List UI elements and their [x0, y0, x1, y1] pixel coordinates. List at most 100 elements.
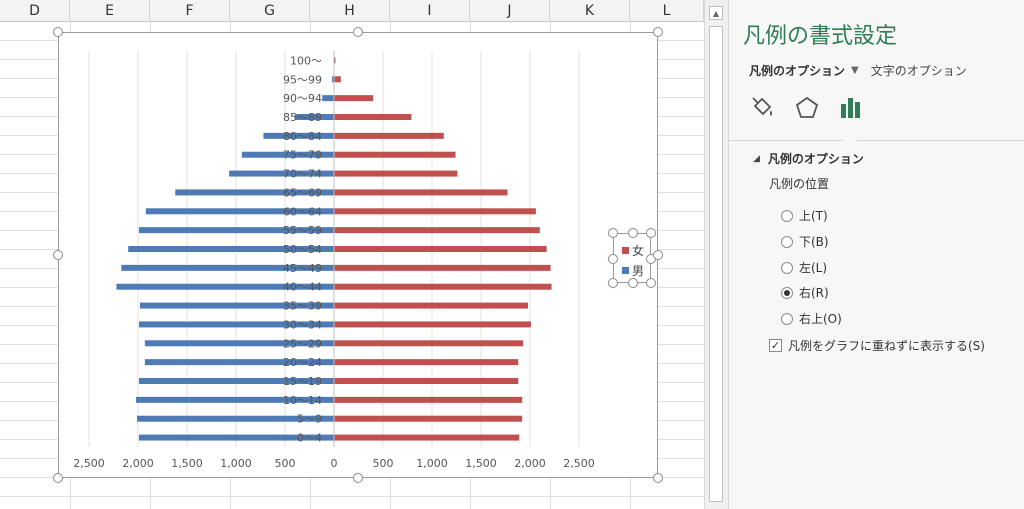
chart-resize-handle-b[interactable] [353, 473, 363, 483]
chart-resize-handle-r[interactable] [653, 250, 663, 260]
legend-swatch-female [622, 247, 629, 254]
radio-position-left[interactable]: 左(L) [781, 259, 827, 276]
category-label: 55～59 [283, 224, 322, 237]
section-legend-options[interactable]: ◢ 凡例のオプション [753, 150, 864, 167]
bar-female [334, 227, 540, 234]
legend-label-female: 女 [632, 244, 645, 258]
radio-position-bottom[interactable]: 下(B) [781, 233, 829, 250]
category-label: 0～4 [297, 432, 322, 445]
chart-resize-handle-tr[interactable] [653, 27, 663, 37]
column-header-f[interactable]: F [150, 0, 230, 22]
bar-male [138, 378, 334, 384]
legend-resize-handle[interactable] [628, 278, 638, 288]
bar-female [334, 359, 519, 366]
x-tick-label: 1,500 [465, 457, 497, 470]
column-label: G [264, 2, 275, 19]
tab-legend-options[interactable]: 凡例のオプション [749, 64, 846, 78]
radio-button[interactable] [781, 235, 793, 248]
legend-no-overlap-option[interactable]: ✓ 凡例をグラフに重ねずに表示する(S) [769, 337, 985, 354]
radio-button[interactable] [781, 209, 793, 222]
category-label: 95～99 [283, 73, 322, 86]
scroll-up-icon[interactable]: ▲ [709, 6, 723, 20]
radio-label: 右上(O) [799, 312, 842, 326]
legend-resize-handle[interactable] [608, 254, 618, 264]
collapse-triangle-icon[interactable]: ◢ [753, 153, 760, 164]
bar-female [334, 189, 508, 196]
bar-male [138, 434, 334, 441]
radio-button[interactable] [781, 286, 793, 299]
legend-resize-handle[interactable] [646, 228, 656, 238]
bar-male [175, 189, 334, 196]
column-header-e[interactable]: E [70, 0, 150, 22]
column-header-g[interactable]: G [230, 0, 310, 22]
grid-line [0, 496, 704, 497]
legend-resize-handle[interactable] [608, 278, 618, 288]
pane-title: 凡例の書式設定 [743, 24, 898, 49]
x-tick-label: 2,000 [122, 457, 154, 470]
legend-resize-handle[interactable] [608, 228, 618, 238]
x-tick-label: 2,500 [73, 457, 105, 470]
check-icon[interactable]: ✓ [769, 339, 782, 352]
category-label: 10～14 [283, 394, 322, 407]
chart-resize-handle-br[interactable] [653, 473, 663, 483]
radio-label: 左(L) [799, 261, 828, 275]
bar-female [334, 95, 374, 102]
column-header-d[interactable]: D [0, 0, 70, 22]
bar-female [334, 57, 336, 64]
column-header-h[interactable]: H [310, 0, 390, 22]
tab-divider [729, 140, 1024, 141]
scroll-thumb[interactable] [709, 26, 723, 502]
bar-male [263, 132, 334, 139]
radio-position-top-right[interactable]: 右上(O) [781, 310, 842, 327]
radio-position-right[interactable]: 右(R) [781, 284, 829, 301]
bar-male [138, 227, 334, 234]
category-label: 100～ [290, 54, 322, 67]
bar-male [241, 151, 334, 158]
x-tick-label: 500 [373, 457, 394, 470]
chart-resize-handle-tl[interactable] [53, 27, 63, 37]
category-label: 15～19 [283, 375, 322, 388]
bar-female [334, 170, 458, 177]
chart-resize-handle-t[interactable] [353, 27, 363, 37]
radio-button[interactable] [781, 312, 793, 325]
chevron-down-icon[interactable]: ▼ [851, 65, 859, 76]
bar-female [334, 132, 444, 139]
category-label: 25～29 [283, 337, 322, 350]
category-label: 40～44 [283, 281, 322, 294]
chart-area[interactable]: 2,500 2,000 1,500 1,000 500 0 500 1,000 1,500 2,0… [58, 32, 658, 478]
column-label: H [344, 2, 355, 19]
vertical-scrollbar[interactable]: ▲ [704, 0, 728, 509]
legend-resize-handle[interactable] [628, 228, 638, 238]
fill-line-icon[interactable] [749, 94, 777, 122]
legend-options-icon[interactable] [837, 94, 865, 122]
bar-male [139, 302, 334, 309]
chart-resize-handle-bl[interactable] [53, 473, 63, 483]
x-tick-label: 1,000 [416, 457, 448, 470]
bar-female [334, 114, 412, 120]
bar-female [334, 434, 520, 441]
column-label: E [105, 2, 114, 19]
bar-female [334, 283, 552, 290]
tab-text-options[interactable]: 文字のオプション [870, 64, 967, 78]
bar-male [332, 76, 334, 83]
legend-resize-handle[interactable] [646, 278, 656, 288]
spreadsheet-area[interactable]: D E F G H I J K L 2,500 2,000 1,500 1,000 50… [0, 0, 704, 509]
radio-position-top[interactable]: 上(T) [781, 207, 828, 224]
bar-male [144, 359, 334, 366]
column-header-i[interactable]: I [390, 0, 470, 22]
bar-female [334, 151, 456, 158]
effects-icon[interactable] [793, 94, 821, 122]
chart-legend[interactable]: 女 男 [608, 228, 656, 288]
column-header-j[interactable]: J [470, 0, 550, 22]
chart-resize-handle-l[interactable] [53, 250, 63, 260]
format-legend-pane: 凡例の書式設定 凡例のオプション ▼ 文字のオプション ◢ 凡例のオプション 凡… [728, 0, 1024, 509]
bar-female [334, 378, 519, 384]
legend-label-male: 男 [632, 264, 645, 278]
radio-button[interactable] [781, 261, 793, 274]
bar-male [138, 321, 334, 328]
category-label: 20～24 [283, 356, 322, 369]
category-label: 60～64 [283, 205, 322, 218]
column-header-l[interactable]: L [630, 0, 704, 22]
column-header-k[interactable]: K [550, 0, 630, 22]
category-label: 75～79 [283, 149, 322, 162]
